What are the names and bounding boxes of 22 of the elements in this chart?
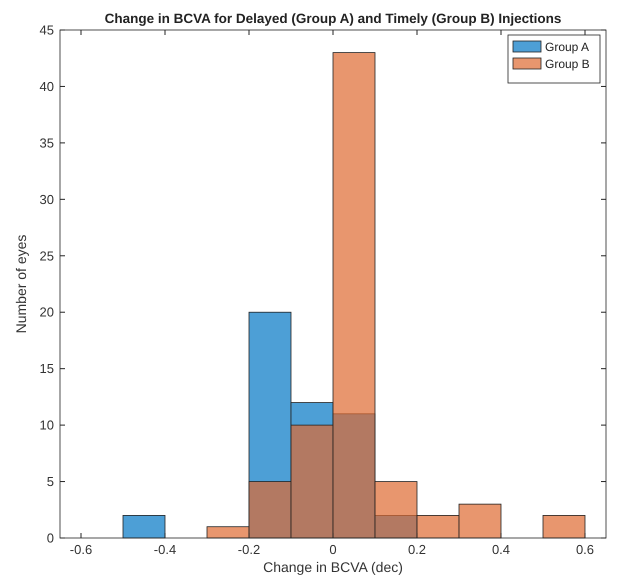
legend-label: Group A	[545, 40, 590, 54]
y-tick-label: 40	[40, 78, 54, 94]
y-tick-label: 35	[40, 135, 54, 150]
x-tick-label: -0.4	[154, 542, 176, 557]
y-tick-label: 45	[40, 22, 54, 38]
x-tick-label: 0.6	[576, 542, 594, 557]
x-tick-label: 0.2	[408, 542, 426, 557]
x-axis-title: Change in BCVA (dec)	[263, 559, 403, 575]
y-tick-label: 5	[46, 474, 54, 490]
y-axis-title: Number of eyes	[13, 234, 29, 334]
y-tick-label: 30	[40, 192, 54, 207]
y-tick-label: 20	[40, 304, 54, 320]
x-tick-label: -0.2	[238, 542, 260, 557]
y-tick-label: 10	[40, 418, 54, 433]
y-tick-label: 25	[40, 248, 54, 264]
x-tick-label: -0.6	[70, 542, 92, 557]
y-tick-label: 0	[46, 530, 54, 546]
legend-label: Group B	[545, 57, 590, 71]
y-tick-label: 15	[40, 361, 54, 376]
x-tick-label: 0.4	[492, 542, 510, 557]
chart-title: Change in BCVA for Delayed (Group A) and Timely (Group B) Injections	[104, 11, 562, 26]
x-tick-label: 0	[329, 542, 337, 557]
